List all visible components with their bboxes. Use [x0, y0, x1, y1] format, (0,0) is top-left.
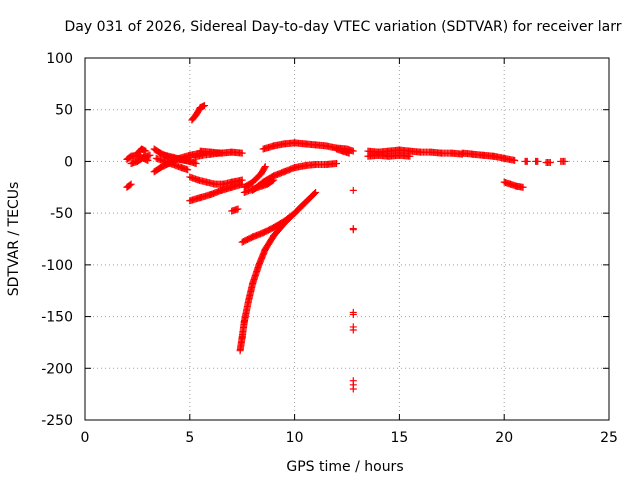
data-point: [234, 205, 242, 213]
data-point: [301, 199, 309, 207]
data-point: [238, 149, 246, 157]
data-point: [523, 157, 531, 165]
data-point: [511, 156, 519, 164]
grid-lines: [85, 58, 609, 420]
x-tick-label: 15: [390, 430, 408, 446]
data-point: [519, 183, 527, 191]
y-axis-label: SDTVAR / TECUs: [6, 182, 22, 297]
data-point: [126, 181, 134, 189]
data-point: [561, 157, 569, 165]
data-point: [349, 311, 357, 319]
x-tick-label: 10: [286, 430, 304, 446]
data-point: [261, 163, 269, 171]
y-tick-label: -100: [41, 258, 73, 274]
y-tick-label: 100: [46, 51, 73, 67]
data-point: [261, 164, 269, 172]
data-point: [200, 102, 208, 110]
chart-title: Day 031 of 2026, Sidereal Day-to-day VTE…: [65, 19, 622, 35]
data-point: [127, 180, 135, 188]
y-tick-label: -150: [41, 310, 73, 326]
data-point: [184, 166, 192, 174]
x-tick-label: 20: [495, 430, 513, 446]
data-point: [142, 147, 150, 155]
y-tick-label: -200: [41, 361, 73, 377]
y-tick-label: -250: [41, 413, 73, 429]
x-axis-label: GPS time / hours: [286, 459, 403, 475]
data-marks: [123, 102, 569, 393]
data-point: [333, 159, 341, 167]
axis-ticks: 0 5 10 15 20 25 -250 -200 -150 -100 -50 0 50 100: [41, 51, 618, 446]
data-point: [349, 385, 357, 393]
data-point: [546, 158, 554, 166]
data-point: [300, 200, 308, 208]
data-point: [534, 157, 542, 165]
data-point: [311, 189, 319, 197]
data-point: [186, 157, 194, 165]
data-point: [312, 188, 320, 196]
data-point: [349, 186, 357, 194]
plot-frame: [84, 57, 610, 421]
data-point: [406, 152, 414, 160]
data-point: [192, 159, 200, 167]
x-tick-label: 0: [81, 430, 90, 446]
data-point: [345, 149, 353, 157]
y-tick-label: 0: [64, 154, 73, 170]
y-tick-label: -50: [50, 206, 73, 222]
y-tick-label: 50: [55, 103, 73, 119]
x-tick-label: 25: [600, 430, 618, 446]
x-tick-label: 5: [185, 430, 194, 446]
data-point: [215, 149, 223, 157]
data-point: [238, 176, 246, 184]
data-point: [349, 326, 357, 334]
data-point: [349, 147, 357, 155]
data-point: [349, 226, 357, 234]
data-point: [146, 151, 154, 159]
